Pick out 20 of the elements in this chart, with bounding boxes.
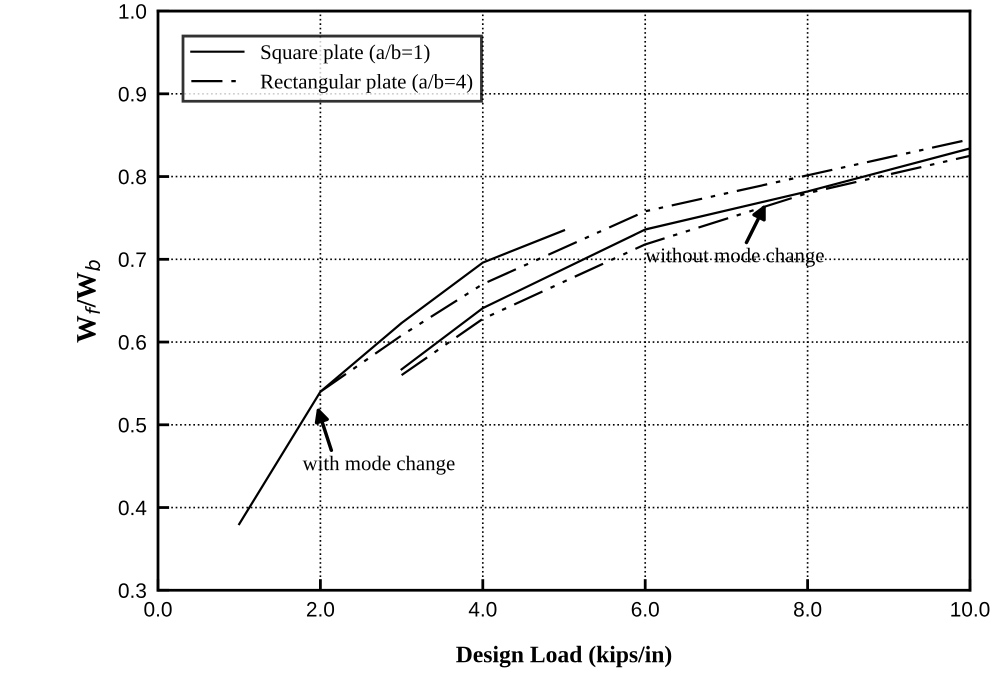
y-tick-label: 0.6	[118, 335, 146, 350]
x-tick-label: 0.0	[144, 602, 172, 617]
y-tick-label: 0.4	[118, 500, 146, 516]
y-tick-label: 0.7	[118, 252, 146, 268]
x-tick-label: 10.0	[951, 602, 990, 617]
x-axis-title: Design Load (kips/in)	[456, 646, 672, 668]
y-tick-label: 0.3	[118, 583, 146, 598]
x-tick-label: 2.0	[306, 602, 334, 617]
annotation: with mode change	[302, 456, 455, 475]
y-tick-label: 0.9	[118, 86, 146, 102]
y-tick-label: 0.8	[118, 170, 146, 184]
legend-label: Square plate (a/b=1)	[261, 44, 430, 64]
x-tick-label: 8.0	[794, 602, 822, 617]
y-tick-label: 0.5	[118, 418, 146, 433]
x-tick-label: 6.0	[632, 602, 659, 617]
x-tick-label: 4.0	[468, 602, 496, 617]
annotation: without mode change	[645, 248, 824, 267]
y-tick-label: 1.0	[120, 4, 146, 19]
legend-label: Rectangular plate (a/b=4)	[260, 74, 472, 93]
y-axis-title: W$_{f}$/W$_{b}$	[77, 260, 100, 343]
